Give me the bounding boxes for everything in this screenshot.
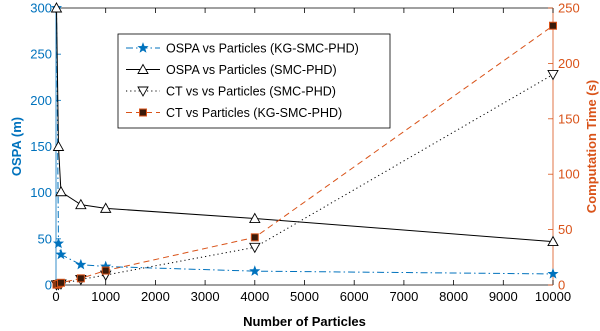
right-y-tick-label: 200 — [558, 56, 580, 71]
star-marker — [547, 268, 559, 279]
x-tick-label: 2000 — [141, 289, 170, 304]
legend-label: CT vs Particles (KG-SMC-PHD) — [166, 106, 342, 120]
left-y-tick-label: 0 — [45, 278, 52, 293]
square-marker — [549, 21, 557, 30]
triangle-up-marker — [99, 202, 112, 213]
legend-label: CT vs vs Particles (SMC-PHD) — [166, 85, 336, 99]
right-y-tick-label: 0 — [558, 278, 565, 293]
left-y-tick-label: 100 — [30, 185, 52, 200]
series-4 — [52, 21, 557, 289]
x-tick-label: 4000 — [240, 289, 269, 304]
series-1 — [50, 2, 559, 279]
square-marker — [250, 233, 259, 242]
triangle-up-marker — [137, 63, 149, 74]
legend-label: OSPA vs Particles (SMC-PHD) — [166, 63, 337, 77]
x-tick-label: 10000 — [535, 289, 571, 304]
triangle-down-marker — [137, 86, 149, 97]
x-tick-label: 9000 — [489, 289, 518, 304]
triangle-up-marker — [547, 235, 559, 247]
triangle-down-marker — [249, 242, 261, 254]
star-marker — [249, 265, 261, 276]
triangle-up-marker — [52, 140, 65, 151]
x-tick-label: 1000 — [91, 289, 120, 304]
right-y-tick-label: 250 — [558, 1, 580, 16]
right-y-tick-label: 50 — [558, 222, 572, 237]
x-tick-label: 7000 — [389, 289, 418, 304]
right-y-tick-label: 150 — [558, 111, 580, 126]
x-tick-label: 8000 — [439, 289, 468, 304]
square-marker — [101, 266, 110, 275]
star-marker — [55, 248, 67, 260]
triangle-up-marker — [55, 185, 67, 197]
legend-label: OSPA vs Particles (KG-SMC-PHD) — [166, 42, 359, 56]
x-tick-label: 6000 — [340, 289, 369, 304]
triangle-up-marker — [75, 198, 87, 210]
series-2 — [50, 2, 559, 247]
legend: OSPA vs Particles (KG-SMC-PHD) OSPA vs Pa… — [117, 33, 391, 129]
legend-box — [117, 33, 391, 129]
left-y-axis-title: OSPA (m) — [9, 117, 24, 176]
triangle-up-marker — [50, 2, 63, 13]
x-tick-label: 0 — [52, 289, 59, 304]
right-y-axis: 0 50 100 150 200 250 — [548, 1, 580, 293]
left-y-tick-label: 200 — [30, 93, 52, 108]
x-tick-label: 3000 — [191, 289, 220, 304]
square-marker — [56, 278, 65, 287]
square-marker — [139, 108, 147, 117]
x-tick-label: 5000 — [290, 289, 319, 304]
left-y-tick-label: 300 — [30, 1, 52, 16]
left-y-axis: 0 50 100 150 200 250 300 — [30, 1, 61, 293]
star-marker — [137, 42, 149, 53]
triangle-down-marker — [547, 70, 559, 81]
star-marker — [52, 237, 65, 249]
square-marker — [76, 274, 85, 283]
left-y-tick-label: 250 — [30, 47, 52, 62]
series-layer — [50, 2, 559, 291]
triangle-up-marker — [249, 212, 261, 223]
right-y-axis-title: Computation Time (s) — [584, 80, 599, 213]
x-axis: 0 1000 2000 3000 4000 5000 6000 7000 8000 9000 100… — [52, 8, 571, 304]
star-marker — [75, 258, 87, 270]
left-y-tick-label: 50 — [38, 231, 52, 246]
right-y-tick-label: 100 — [558, 167, 580, 182]
left-y-tick-label: 150 — [30, 139, 52, 154]
x-axis-title: Number of Particles — [243, 314, 366, 329]
